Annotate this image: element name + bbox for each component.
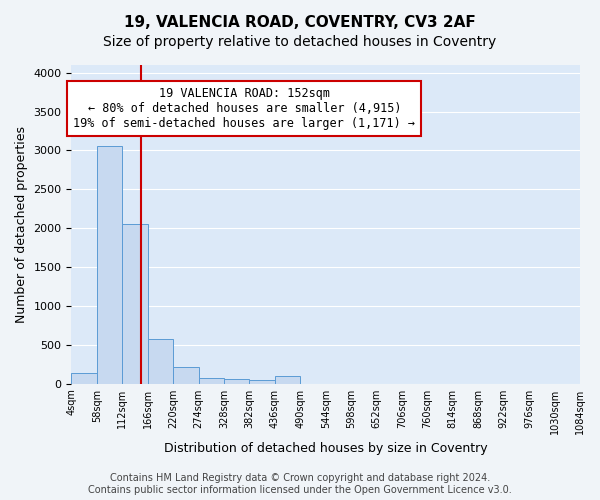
Bar	[224, 380, 250, 384]
Bar	[71, 372, 97, 384]
Bar	[199, 378, 224, 384]
X-axis label: Distribution of detached houses by size in Coventry: Distribution of detached houses by size …	[164, 442, 488, 455]
Bar	[122, 224, 148, 384]
Text: Size of property relative to detached houses in Coventry: Size of property relative to detached ho…	[103, 35, 497, 49]
Bar	[250, 380, 275, 384]
Bar	[148, 340, 173, 384]
Bar	[275, 376, 300, 384]
Bar	[173, 367, 199, 384]
Y-axis label: Number of detached properties: Number of detached properties	[15, 126, 28, 323]
Bar	[97, 146, 122, 384]
Text: 19, VALENCIA ROAD, COVENTRY, CV3 2AF: 19, VALENCIA ROAD, COVENTRY, CV3 2AF	[124, 15, 476, 30]
Text: 19 VALENCIA ROAD: 152sqm
← 80% of detached houses are smaller (4,915)
19% of sem: 19 VALENCIA ROAD: 152sqm ← 80% of detach…	[73, 88, 415, 130]
Text: Contains HM Land Registry data © Crown copyright and database right 2024.
Contai: Contains HM Land Registry data © Crown c…	[88, 474, 512, 495]
